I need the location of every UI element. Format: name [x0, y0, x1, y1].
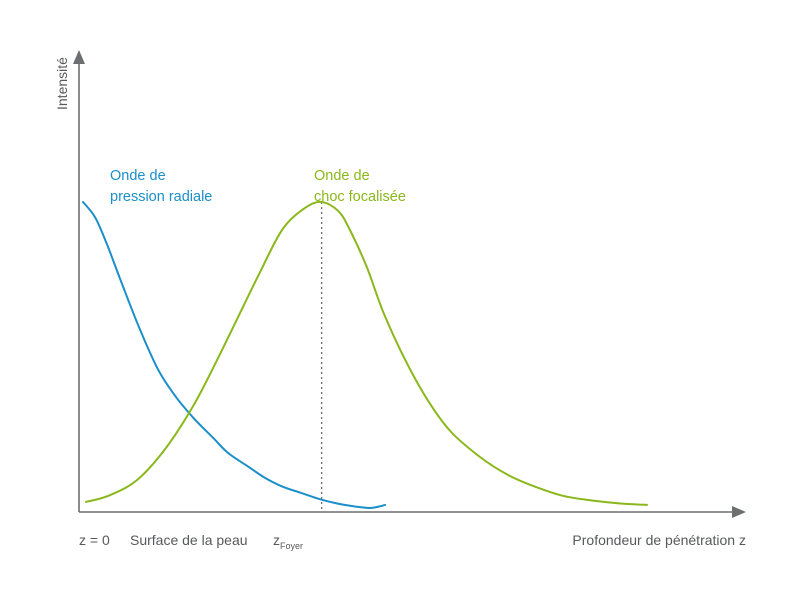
x-tick-focus-main: z	[273, 532, 280, 548]
series-radial-pressure-label-line2: pression radiale	[110, 189, 212, 205]
series-focused-shock-label-line2: choc focalisée	[314, 189, 406, 205]
series-focused-shock-label-line1: Onde de	[314, 168, 370, 184]
series-focused-shock-curve	[85, 200, 648, 506]
x-axis-label: Profondeur de pénétration z	[572, 532, 746, 548]
series-focused-shock-label: Onde de choc focalisée	[314, 168, 406, 205]
x-tick-focus-sub: Foyer	[280, 541, 303, 551]
y-axis-arrow-icon	[73, 50, 85, 64]
y-axis-label: Intensité	[54, 57, 70, 110]
x-tick-surface: Surface de la peau	[130, 532, 248, 548]
series-radial-pressure-label: Onde de pression radiale	[110, 168, 212, 205]
x-axis-arrow-icon	[732, 506, 746, 518]
x-tick-focus: zFoyer	[273, 532, 303, 551]
series-radial-pressure-curve	[82, 201, 386, 510]
series-radial-pressure-label-line1: Onde de	[110, 168, 166, 184]
x-tick-origin: z = 0	[79, 532, 110, 548]
